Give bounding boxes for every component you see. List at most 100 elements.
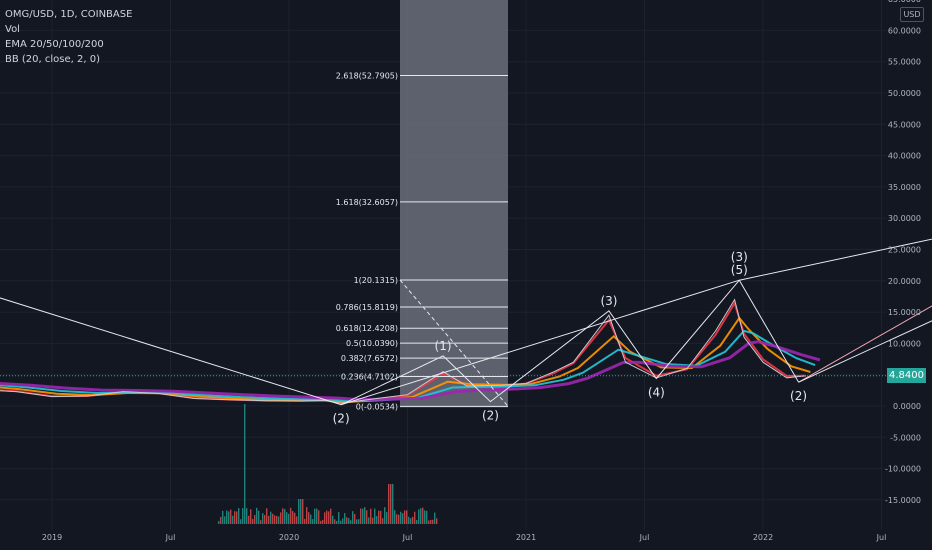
price-tick-label: 55.0000 xyxy=(888,58,921,67)
volume-bar xyxy=(388,484,390,524)
volume-bar xyxy=(432,519,434,524)
volume-bar xyxy=(328,511,330,524)
wave-label: (5) xyxy=(731,263,748,277)
volume-bar xyxy=(296,516,298,524)
volume-bar xyxy=(382,518,384,524)
fib-level-label: 2.618(52.7905) xyxy=(336,72,398,81)
volume-bar xyxy=(356,519,358,524)
volume-bar xyxy=(402,513,404,524)
volume-bar xyxy=(352,511,354,524)
indicator-ema[interactable]: EMA 20/50/100/200 xyxy=(5,39,104,50)
volume-bar xyxy=(374,508,376,524)
time-tick-label: Jul xyxy=(639,533,650,542)
volume-bar xyxy=(294,512,296,524)
indicator-bb[interactable]: BB (20, close, 2, 0) xyxy=(5,54,100,65)
volume-bar xyxy=(282,508,284,524)
volume-bar xyxy=(348,518,350,524)
volume-bar xyxy=(434,512,436,524)
price-tick-label: -5.0000 xyxy=(890,433,921,442)
volume-bar xyxy=(338,512,340,524)
volume-bar xyxy=(354,514,356,524)
volume-bar xyxy=(376,516,378,524)
volume-bar xyxy=(398,514,400,524)
volume-bar xyxy=(422,507,424,524)
wave-label: (2) xyxy=(790,389,807,403)
volume-bar xyxy=(230,509,232,524)
indicator-vol[interactable]: Vol xyxy=(5,24,20,35)
volume-bar xyxy=(300,499,302,524)
volume-bar xyxy=(268,515,270,524)
price-tick-label: -10.0000 xyxy=(885,465,921,474)
volume-bar xyxy=(322,519,324,524)
volume-bar xyxy=(308,512,310,524)
volume-bar xyxy=(386,512,388,524)
volume-bar xyxy=(240,519,242,524)
volume-bar xyxy=(378,510,380,524)
symbol-title[interactable]: OMG/USD, 1D, COINBASE xyxy=(5,9,133,20)
wave-label: (2) xyxy=(333,412,350,426)
volume-bar xyxy=(360,508,362,524)
time-tick-label: 2021 xyxy=(516,533,536,542)
time-tick-label: Jul xyxy=(402,533,413,542)
volume-bar xyxy=(392,484,394,524)
wave-big-line xyxy=(0,238,932,406)
volume-bar xyxy=(250,509,252,524)
volume-bar xyxy=(302,499,304,524)
volume-bar xyxy=(298,499,300,524)
fib-level-label: 0.618(12.4208) xyxy=(336,324,398,333)
volume-bar xyxy=(380,510,382,524)
volume-bar xyxy=(226,510,228,524)
volume-bar xyxy=(346,517,348,524)
ema-line xyxy=(0,340,821,401)
volume-bar xyxy=(316,508,318,524)
volume-bar xyxy=(384,507,386,524)
volume-bar xyxy=(416,519,418,524)
volume-bar xyxy=(258,510,260,524)
volume-bar xyxy=(396,514,398,524)
volume-bar xyxy=(252,518,254,524)
elliott-waves: (2)(1)(2)(3)(4)(5)(2)(3)(4)(5)(3)(3) xyxy=(0,238,932,426)
volume-bar xyxy=(276,515,278,524)
volume-bar xyxy=(236,511,238,524)
last-price-tag: 4.8400 xyxy=(887,368,926,383)
volume-bar xyxy=(254,515,256,524)
volume-bar xyxy=(272,513,274,524)
price-line xyxy=(0,298,886,404)
volume-bar xyxy=(286,512,288,524)
currency-badge[interactable]: USD xyxy=(900,7,924,22)
volume-bar xyxy=(248,515,250,524)
volume-bar xyxy=(424,510,426,524)
volume-bar xyxy=(330,508,332,524)
price-axis: 65.0000 60.0000 55.0000 50.0000 45.0000 40.00… xyxy=(885,0,921,505)
volume-bar xyxy=(244,404,246,524)
volume-bar xyxy=(238,508,240,524)
volume-bar xyxy=(242,508,244,524)
volume-bar xyxy=(232,515,234,524)
price-tick-label: 25.0000 xyxy=(888,246,921,255)
volume-bar xyxy=(220,516,222,524)
volume-bar xyxy=(428,520,430,524)
volume-bar xyxy=(370,508,372,524)
volume-bar xyxy=(218,520,220,524)
volume-bar xyxy=(412,516,414,524)
time-tick-label: 2020 xyxy=(279,533,299,542)
volume-bar xyxy=(324,512,326,524)
volume-bar xyxy=(390,484,392,524)
volume-bar xyxy=(246,508,248,524)
price-tick-label: 45.0000 xyxy=(888,120,921,129)
wave-small-line xyxy=(340,279,800,406)
volume-bar xyxy=(284,508,286,524)
price-tick-label: 0.0000 xyxy=(893,402,921,411)
volume-bar xyxy=(342,518,344,524)
volume-bar xyxy=(228,511,230,524)
volume-bar xyxy=(274,515,276,524)
volume-bar xyxy=(350,520,352,524)
volume-bar xyxy=(304,518,306,524)
volume-bar xyxy=(368,517,370,524)
chart-legend: OMG/USD, 1D, COINBASE Vol EMA 20/50/100/… xyxy=(5,7,132,67)
fib-level-label: 0.236(4.7102) xyxy=(341,373,398,382)
volume-bar xyxy=(430,519,432,524)
volume-bar xyxy=(262,513,264,524)
volume-bar xyxy=(408,516,410,524)
